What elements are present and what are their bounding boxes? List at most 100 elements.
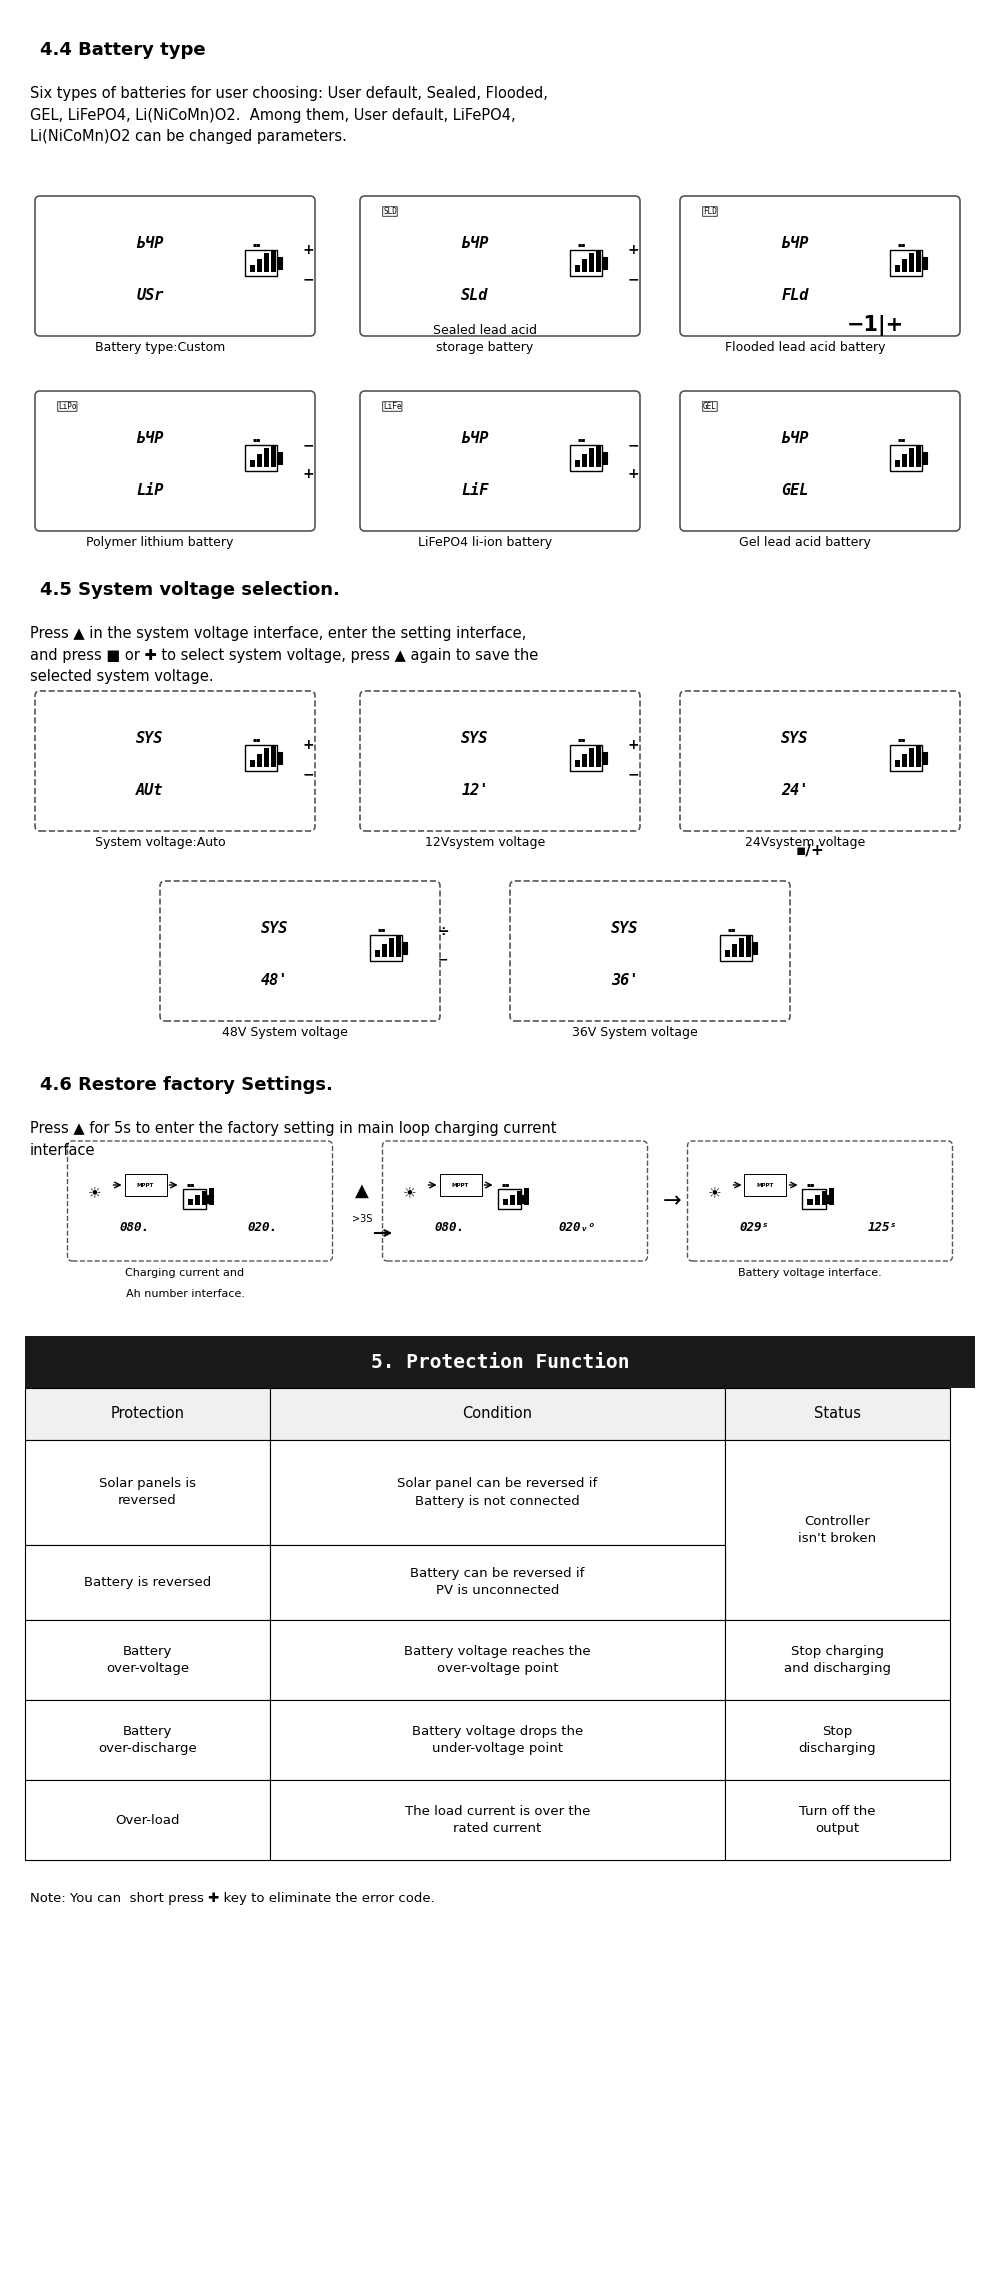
Text: LiF: LiF [461, 484, 489, 498]
Text: The load current is over the
rated current: The load current is over the rated curre… [405, 1805, 590, 1835]
Bar [270, 1389, 725, 1440]
Text: ЬЧР: ЬЧР [136, 432, 164, 445]
Text: Battery voltage interface.: Battery voltage interface. [738, 1267, 882, 1279]
Bar [890, 744, 922, 771]
Bar [125, 1173, 166, 1196]
Bar [732, 944, 737, 957]
Text: ЬЧР: ЬЧР [461, 432, 489, 445]
Text: AUt: AUt [136, 783, 164, 799]
Text: Stop
discharging: Stop discharging [799, 1724, 876, 1754]
FancyBboxPatch shape [35, 390, 315, 530]
Text: Battery can be reversed if
PV is unconnected: Battery can be reversed if PV is unconne… [410, 1568, 585, 1598]
Text: ▪▪: ▪▪ [577, 241, 586, 246]
Text: ▪▪: ▪▪ [252, 436, 261, 441]
Text: ▪▪: ▪▪ [502, 1182, 510, 1187]
FancyBboxPatch shape [510, 882, 790, 1022]
Bar [890, 250, 922, 276]
Bar [602, 257, 607, 269]
Bar [271, 445, 276, 468]
Text: LiFePO4 li-ion battery: LiFePO4 li-ion battery [418, 535, 552, 549]
Bar [602, 753, 607, 765]
Bar [802, 1189, 826, 1210]
Text: 12': 12' [461, 783, 489, 799]
Text: FLd: FLd [781, 289, 809, 303]
Bar [582, 259, 587, 273]
Text: LiFe: LiFe [383, 402, 402, 411]
FancyBboxPatch shape [383, 1141, 648, 1261]
Text: Polymer lithium battery: Polymer lithium battery [86, 535, 234, 549]
Bar [183, 1189, 206, 1210]
Bar [524, 1189, 528, 1205]
Bar [720, 934, 752, 962]
Text: −: − [302, 271, 314, 287]
Bar [516, 1192, 522, 1205]
Bar [575, 760, 580, 767]
Bar [271, 250, 276, 273]
Bar [814, 1196, 820, 1205]
Bar [440, 1173, 482, 1196]
Text: Battery is reversed: Battery is reversed [84, 1575, 211, 1589]
Bar [498, 1189, 521, 1210]
Bar [250, 760, 255, 767]
Bar [257, 455, 262, 468]
Bar [206, 1194, 210, 1203]
Text: Controller
isn't broken: Controller isn't broken [798, 1515, 877, 1545]
Bar [389, 939, 394, 957]
Bar [596, 744, 601, 767]
Bar [277, 257, 282, 269]
Bar [602, 452, 607, 464]
Bar [271, 744, 276, 767]
Bar [250, 459, 255, 468]
Text: 080.: 080. [120, 1221, 150, 1233]
FancyBboxPatch shape [687, 1141, 952, 1261]
Bar [188, 1199, 193, 1205]
Text: 029ˢ: 029ˢ [739, 1221, 769, 1233]
Bar [575, 264, 580, 273]
Text: 48': 48' [261, 974, 289, 987]
Text: ▪▪: ▪▪ [252, 737, 261, 742]
Bar [895, 459, 900, 468]
Bar [25, 1621, 270, 1699]
Bar [596, 445, 601, 468]
Bar [902, 259, 907, 273]
Text: +: + [302, 243, 314, 257]
Text: Battery
over-voltage: Battery over-voltage [106, 1644, 189, 1676]
Bar [589, 253, 594, 273]
Bar [521, 1194, 525, 1203]
Text: Turn off the
output: Turn off the output [799, 1805, 876, 1835]
Bar [245, 445, 277, 471]
Text: ÷: ÷ [437, 925, 449, 939]
Text: −: − [627, 767, 639, 781]
Bar [245, 250, 277, 276]
Text: ▪▪: ▪▪ [897, 737, 906, 742]
Bar [257, 259, 262, 273]
FancyBboxPatch shape [35, 195, 315, 335]
Text: Note: You can  short press ✚ key to eliminate the error code.: Note: You can short press ✚ key to elimi… [30, 1892, 435, 1906]
Bar [589, 748, 594, 767]
Text: ☀: ☀ [708, 1185, 721, 1201]
Bar [922, 452, 927, 464]
Bar [725, 1779, 950, 1860]
Text: ЬЧР: ЬЧР [781, 432, 809, 445]
Text: Battery type:Custom: Battery type:Custom [95, 342, 225, 354]
Text: LiPo: LiPo [58, 402, 76, 411]
Text: Solar panel can be reversed if
Battery is not connected: Solar panel can be reversed if Battery i… [397, 1479, 598, 1508]
Bar [575, 459, 580, 468]
Text: ▲: ▲ [355, 1182, 369, 1201]
Text: SYS: SYS [611, 921, 639, 937]
Bar [270, 1621, 725, 1699]
Bar [25, 1389, 270, 1440]
Bar [909, 253, 914, 273]
Text: LiP: LiP [136, 484, 164, 498]
Text: ☀: ☀ [88, 1185, 101, 1201]
Bar [807, 1199, 812, 1205]
Bar [582, 455, 587, 468]
Bar [570, 250, 602, 276]
Text: 36': 36' [611, 974, 639, 987]
Text: Stop charging
and discharging: Stop charging and discharging [784, 1644, 891, 1676]
Text: GEL: GEL [781, 484, 809, 498]
Bar [25, 1699, 270, 1779]
Text: ▪▪: ▪▪ [807, 1182, 815, 1187]
Bar [916, 744, 921, 767]
Text: SYS: SYS [781, 732, 809, 746]
